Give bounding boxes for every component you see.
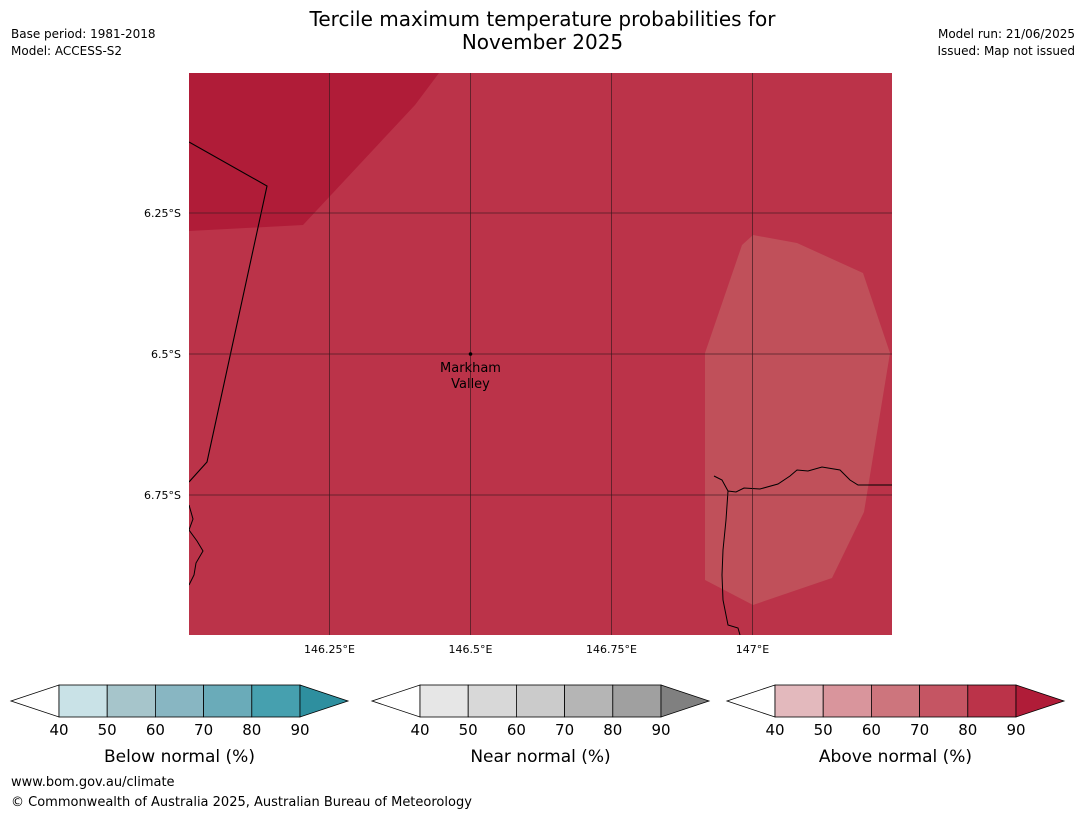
issued-status: Issued: Map not issued [937, 44, 1075, 58]
model-run: Model run: 21/06/2025 [937, 27, 1075, 41]
colorbar-title: Above normal (%) [819, 747, 972, 767]
probability-fill-90 [189, 73, 439, 231]
lon-tick-label: 147°E [736, 643, 769, 656]
place-dot [468, 352, 473, 356]
lat-tick-label: 6.5°S [151, 348, 181, 361]
footer-copyright: © Commonwealth of Australia 2025, Austra… [11, 795, 472, 810]
colorbar-tick-label: 70 [194, 721, 213, 739]
lon-tick-label: 146.5°E [449, 643, 493, 656]
colorbar-tick-label: 50 [459, 721, 478, 739]
colorbar-tick-label: 60 [862, 721, 881, 739]
colorbar: 40 50 60 70 80 90 Above normal (%) [725, 684, 1066, 767]
colorbar-max-extend [1015, 684, 1066, 718]
colorbar-box [419, 684, 469, 718]
colorbar-box [516, 684, 566, 718]
colorbar-title: Near normal (%) [470, 747, 610, 767]
model-name: Model: ACCESS-S2 [11, 44, 123, 58]
colorbar-tick-label: 70 [910, 721, 929, 739]
colorbar-box [203, 684, 253, 718]
colorbar-tick-label: 90 [1006, 721, 1025, 739]
colorbar-tick-label: 90 [290, 721, 309, 739]
colorbar-tick-label: 40 [765, 721, 784, 739]
colorbar-box [967, 684, 1017, 718]
colorbar-max-extend [660, 684, 711, 718]
lon-tick-label: 146.75°E [586, 643, 637, 656]
colorbar-box [919, 684, 969, 718]
colorbar-box [871, 684, 921, 718]
border-line [189, 141, 268, 483]
colorbar-box [154, 684, 204, 718]
colorbar-title: Below normal (%) [104, 747, 255, 767]
colorbar-tick-label: 80 [603, 721, 622, 739]
colorbar-tick-label: 50 [814, 721, 833, 739]
colorbar-tick-label: 80 [242, 721, 261, 739]
footer-url: www.bom.gov.au/climate [11, 775, 175, 790]
colorbar-tick-label: 80 [958, 721, 977, 739]
colorbar-tick-label: 40 [49, 721, 68, 739]
colorbar-tick-label: 60 [146, 721, 165, 739]
coastline-east [713, 466, 892, 493]
colorbar: 40 50 60 70 80 90 Near normal (%) [370, 684, 711, 767]
axis-labels: 6.25°S 6.5°S 6.75°S 146.25°E 146.5°E 146.75°E… [144, 207, 769, 656]
meta-left: Base period: 1981-2018 Model: ACCESS-S2 [11, 26, 156, 60]
colorbar-box [58, 684, 108, 718]
colorbar-tick-label: 70 [555, 721, 574, 739]
river-line [721, 490, 741, 635]
coastline-west [189, 504, 204, 586]
colorbar-min-extend [725, 684, 776, 718]
lat-tick-label: 6.25°S [144, 207, 181, 220]
colorbar-min-extend [370, 684, 421, 718]
colorbar: 40 50 60 70 80 90 Below normal (%) [9, 684, 350, 767]
colorbar-box [822, 684, 872, 718]
map-title: Tercile maximum temperature probabilitie… [0, 8, 1085, 54]
colorbar-box [251, 684, 301, 718]
colorbar-box [106, 684, 156, 718]
title-line-2: November 2025 [461, 30, 624, 54]
place-label-line-2: Valley [451, 377, 490, 392]
place-label-line-1: Markham [440, 361, 501, 376]
colorbar-max-extend [299, 684, 350, 718]
colorbar-box [564, 684, 614, 718]
colorbars: 40 50 60 70 80 90 Below normal (%) 40 50 60 70 80 90… [9, 684, 1066, 767]
meta-right: Model run: 21/06/2025 Issued: Map not is… [937, 26, 1075, 60]
title-line-1: Tercile maximum temperature probabilitie… [309, 7, 776, 31]
base-period: Base period: 1981-2018 [11, 27, 156, 41]
colorbar-min-extend [9, 684, 60, 718]
colorbar-tick-label: 90 [651, 721, 670, 739]
colorbar-tick-label: 50 [98, 721, 117, 739]
colorbar-tick-label: 60 [507, 721, 526, 739]
colorbar-box [774, 684, 824, 718]
colorbar-tick-label: 40 [410, 721, 429, 739]
probability-fill-70 [705, 235, 890, 605]
lat-tick-label: 6.75°S [144, 489, 181, 502]
map-fill [189, 73, 892, 635]
colorbar-box [467, 684, 517, 718]
lon-tick-label: 146.25°E [304, 643, 355, 656]
colorbar-box [612, 684, 662, 718]
